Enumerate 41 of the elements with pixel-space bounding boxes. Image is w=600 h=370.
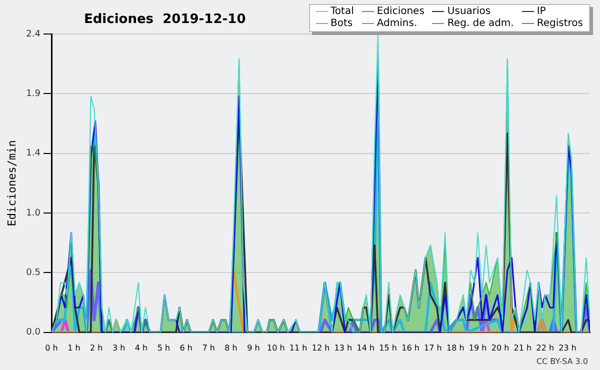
y-tick-label: 1.4	[26, 148, 41, 159]
legend-label: Admins.	[376, 18, 418, 30]
x-tick-label: 21 h	[514, 343, 532, 352]
chart-title: Ediciones 2019-12-10	[84, 12, 246, 27]
x-tick-label: 7 h	[202, 343, 215, 352]
x-tick-label: 14 h	[356, 343, 375, 352]
y-tick-label: 1.9	[26, 89, 41, 100]
x-tick-label: 22 h	[536, 343, 554, 352]
x-tick-label: 1 h	[68, 343, 80, 352]
x-tick-label: 20 h	[491, 343, 510, 352]
x-tick-label: 4 h	[134, 343, 148, 352]
legend-label: Reg. de adm.	[446, 18, 514, 30]
y-tick-label: 0.5	[26, 268, 41, 278]
x-tick-label: 16 h	[402, 343, 420, 352]
y-tick-label: 2.4	[26, 29, 41, 40]
x-tick-label: 12 h	[312, 343, 330, 352]
x-tick-label: 5 h	[157, 343, 170, 352]
x-tick-label: 9 h	[247, 343, 260, 352]
legend-label: Bots	[330, 18, 354, 30]
x-tick-label: 19 h	[468, 343, 487, 352]
x-tick-label: 23 h	[558, 343, 576, 352]
y-axis-title: Ediciones/min	[5, 140, 18, 226]
legend-label: Total	[330, 6, 354, 18]
x-tick-label: 10 h	[266, 343, 285, 352]
legend-label: Usuarios	[446, 6, 492, 18]
x-tick-label: 15 h	[379, 343, 397, 352]
legend-label: Ediciones	[376, 6, 424, 18]
x-tick-label: 18 h	[446, 343, 464, 352]
x-tick-label: 0 h	[45, 343, 58, 352]
text: CC BY-SA 3.0	[536, 357, 588, 366]
x-tick-label: 2 h	[90, 343, 103, 352]
legend-label: Registros	[536, 18, 583, 30]
x-tick-label: 8 h	[224, 343, 238, 352]
x-tick-label: 6 h	[180, 343, 192, 352]
x-tick-label: 17 h	[424, 343, 442, 352]
y-tick-label: 0.0	[26, 328, 41, 338]
x-tick-label: 11 h	[289, 343, 308, 352]
x-tick-label: 13 h	[334, 343, 352, 352]
legend-label: IP	[536, 6, 547, 18]
y-tick-label: 1.0	[26, 208, 41, 218]
x-tick-label: 3 h	[112, 343, 126, 352]
